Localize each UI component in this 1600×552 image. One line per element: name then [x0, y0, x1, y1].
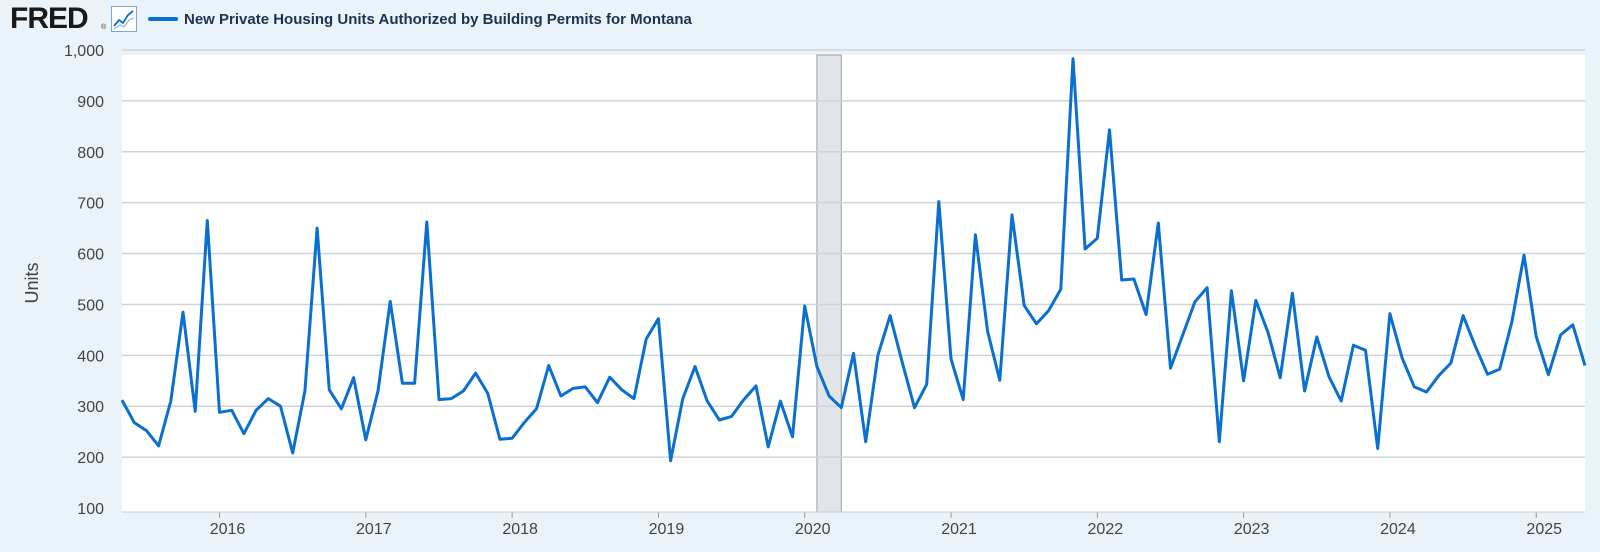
- y-tick-label: 200: [77, 450, 104, 467]
- registered-mark: ®: [101, 24, 107, 31]
- x-tick-label: 2017: [356, 521, 392, 538]
- series-line[interactable]: [120, 57, 1587, 463]
- y-tick-label: 800: [77, 145, 104, 162]
- x-tick-label: 2025: [1526, 521, 1562, 538]
- plot-area: [122, 55, 1585, 512]
- x-tick-label: 2020: [795, 521, 831, 538]
- y-tick-label: 900: [77, 94, 104, 111]
- y-tick-label: 600: [77, 247, 104, 264]
- x-tick-label: 2023: [1234, 521, 1270, 538]
- x-tick-label: 2016: [210, 521, 246, 538]
- line-chart-icon: [111, 6, 137, 32]
- y-axis-label: Units: [22, 262, 42, 303]
- legend-series-label: New Private Housing Units Authorized by …: [184, 10, 692, 28]
- fred-logo[interactable]: FRED: [10, 2, 89, 36]
- legend-line-swatch: [148, 17, 178, 21]
- chart-legend[interactable]: New Private Housing Units Authorized by …: [148, 8, 692, 30]
- y-tick-label: 300: [77, 399, 104, 416]
- y-tick-label: 1,000: [64, 43, 104, 60]
- y-tick-label: 500: [77, 297, 104, 314]
- fred-logo-text: FRED: [10, 2, 89, 35]
- chart-header: FRED ® New Private Housing Units Authori…: [0, 0, 1600, 40]
- x-tick-label: 2018: [502, 521, 538, 538]
- y-tick-label: 100: [77, 501, 104, 518]
- recession-shading: [816, 54, 842, 513]
- y-tick-label: 400: [77, 348, 104, 365]
- x-tick-label: 2024: [1380, 521, 1416, 538]
- y-tick-label: 700: [77, 196, 104, 213]
- x-tick-label: 2022: [1088, 521, 1124, 538]
- x-tick-label: 2021: [941, 521, 977, 538]
- x-tick-label: 2019: [649, 521, 685, 538]
